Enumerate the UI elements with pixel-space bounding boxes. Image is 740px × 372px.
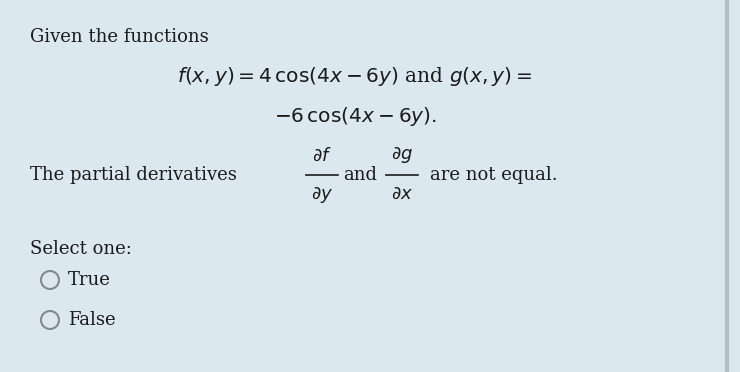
Text: True: True (68, 271, 111, 289)
Circle shape (41, 271, 59, 289)
Text: are not equal.: are not equal. (430, 166, 558, 184)
Text: False: False (68, 311, 115, 329)
Text: $f(x, y) = 4\,\mathrm{cos}(4x - 6y)$ and $g(x, y) =$: $f(x, y) = 4\,\mathrm{cos}(4x - 6y)$ and… (178, 65, 533, 88)
Text: $\partial x$: $\partial x$ (391, 185, 413, 203)
Text: $\partial f$: $\partial f$ (312, 147, 332, 165)
Text: and: and (343, 166, 377, 184)
Text: The partial derivatives: The partial derivatives (30, 166, 237, 184)
Text: Given the functions: Given the functions (30, 28, 209, 46)
Text: $-6\,\mathrm{cos}(4x - 6y).$: $-6\,\mathrm{cos}(4x - 6y).$ (274, 105, 437, 128)
Text: Select one:: Select one: (30, 240, 132, 258)
Text: $\partial g$: $\partial g$ (391, 145, 413, 165)
Circle shape (41, 311, 59, 329)
Text: $\partial y$: $\partial y$ (311, 185, 333, 205)
